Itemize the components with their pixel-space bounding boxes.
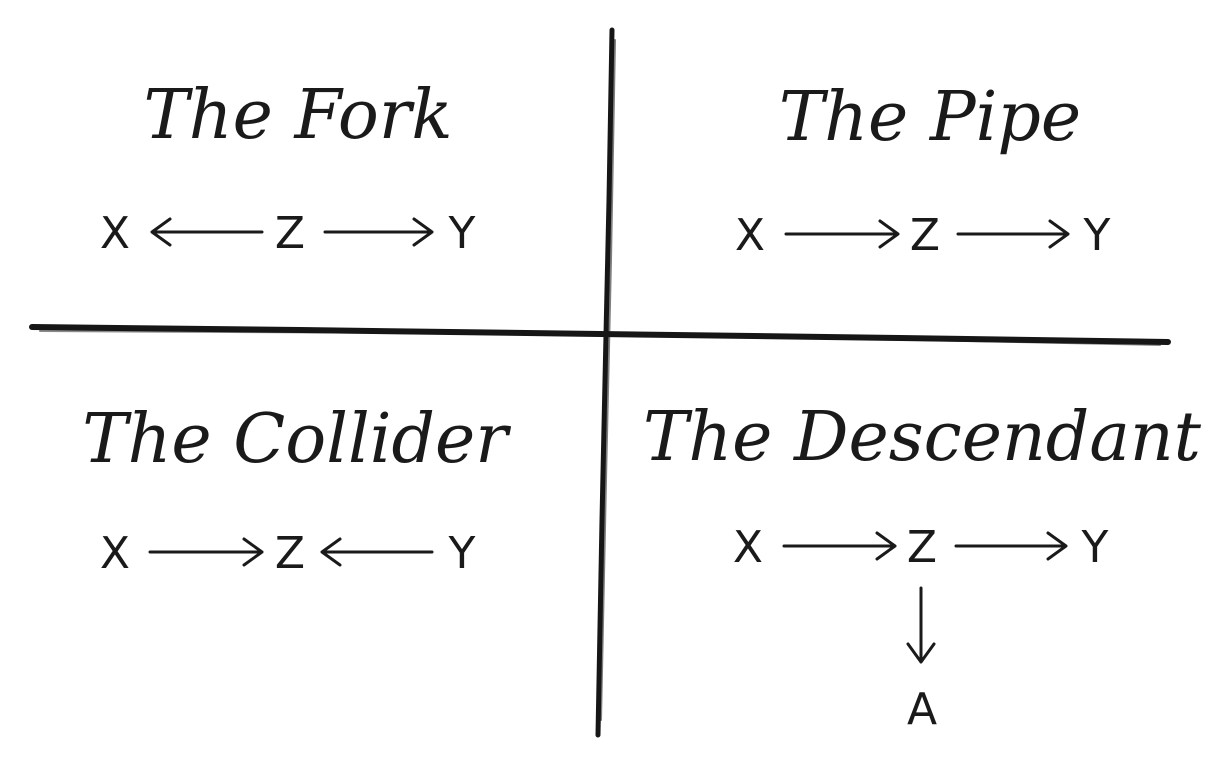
- arrow-z-to-y: [954, 531, 1068, 561]
- arrow-y-to-z: [320, 537, 434, 567]
- node-y: Y: [448, 208, 476, 259]
- quadrant-dividers: [29, 27, 1171, 738]
- node-y: Y: [1081, 522, 1109, 573]
- panel-fork: The Fork X Z Y: [100, 76, 476, 259]
- node-y: Y: [1083, 210, 1111, 261]
- node-z: Z: [907, 522, 937, 573]
- arrow-x-to-z: [782, 531, 897, 561]
- node-y: Y: [448, 528, 476, 579]
- node-x: X: [733, 522, 763, 573]
- arrow-z-to-x: [150, 217, 264, 247]
- node-a: A: [907, 684, 937, 735]
- arrow-z-to-y: [956, 219, 1070, 249]
- panel-descendant: The Descendant X Z Y A: [643, 398, 1202, 735]
- horizontal-divider: [29, 324, 1171, 345]
- vertical-divider: [595, 27, 615, 738]
- panel-collider: The Collider X Z Y: [82, 400, 511, 579]
- node-z: Z: [275, 208, 305, 259]
- node-z: Z: [275, 528, 305, 579]
- panel-title: The Pipe: [779, 78, 1081, 157]
- node-x: X: [100, 208, 130, 259]
- panel-title: The Collider: [82, 400, 511, 479]
- panel-title: The Fork: [143, 76, 452, 155]
- arrow-x-to-z: [148, 537, 264, 567]
- panel-pipe: The Pipe X Z Y: [735, 78, 1111, 261]
- node-x: X: [735, 210, 765, 261]
- panel-title: The Descendant: [643, 398, 1202, 477]
- arrow-z-to-y: [323, 217, 434, 247]
- arrow-z-to-a: [906, 586, 936, 664]
- node-z: Z: [910, 210, 940, 261]
- vertical-divider-texture: [600, 39, 616, 721]
- arrow-x-to-z: [784, 219, 900, 249]
- node-x: X: [100, 528, 130, 579]
- horizontal-divider-texture: [39, 330, 1161, 346]
